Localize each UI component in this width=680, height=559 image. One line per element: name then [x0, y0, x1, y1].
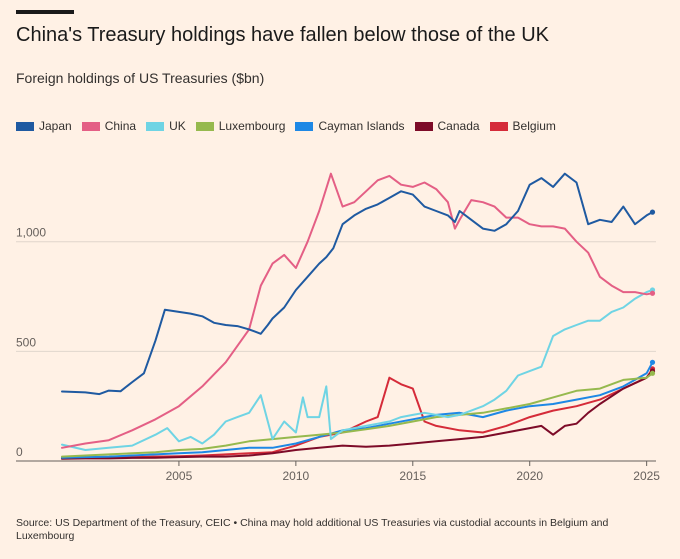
chart-subtitle: Foreign holdings of US Treasuries ($bn) — [16, 70, 265, 86]
x-tick-label: 2005 — [166, 469, 193, 480]
series-line-japan — [61, 172, 654, 396]
line-chart: 0 500 1,000 2005 2010 2015 2020 2025 — [16, 172, 660, 480]
chart-title: China's Treasury holdings have fallen be… — [16, 24, 550, 46]
chart-legend: Japan China UK Luxembourg Cayman Islands Cana… — [16, 118, 566, 134]
legend-label: Cayman Islands — [318, 119, 405, 133]
legend-label: Canada — [437, 119, 480, 133]
series-end-point-china — [649, 290, 656, 296]
series-end-point-cayman-islands — [649, 359, 656, 365]
source-note: Source: US Department of the Treasury, C… — [16, 517, 609, 542]
x-tick-label: 2015 — [399, 469, 426, 480]
series-line-uk — [61, 289, 654, 451]
series-end-point-luxembourg — [649, 370, 656, 376]
y-tick-label: 500 — [16, 335, 36, 349]
legend-item-canada: Canada — [414, 119, 480, 133]
legend-item-uk: UK — [146, 119, 186, 133]
legend-label: Luxembourg — [218, 119, 286, 133]
series-end-point-japan — [649, 209, 656, 215]
legend-item-cayman-islands: Cayman Islands — [295, 119, 405, 133]
legend-label: China — [104, 119, 137, 133]
legend-swatch — [295, 121, 314, 131]
legend-label: Japan — [39, 119, 72, 133]
header-rule — [16, 10, 74, 14]
legend-swatch — [16, 121, 34, 131]
legend-label: UK — [169, 119, 186, 133]
series-line-luxembourg — [61, 372, 654, 458]
legend-swatch — [81, 121, 100, 131]
legend-swatch — [414, 121, 433, 131]
legend-swatch — [195, 121, 214, 131]
legend-item-belgium: Belgium — [489, 119, 556, 133]
series-line-china — [61, 172, 654, 449]
series-line-canada — [61, 370, 654, 460]
x-tick-label: 2020 — [516, 469, 543, 480]
legend-item-china: China — [81, 119, 137, 133]
x-tick-label: 2025 — [633, 469, 660, 480]
legend-label: Belgium — [512, 119, 556, 133]
y-tick-label: 1,000 — [16, 226, 46, 240]
legend-swatch — [146, 121, 165, 131]
legend-swatch — [489, 121, 508, 131]
legend-item-japan: Japan — [16, 119, 72, 133]
y-tick-label: 0 — [16, 445, 23, 459]
series-line-belgium — [61, 367, 654, 459]
legend-item-luxembourg: Luxembourg — [195, 119, 286, 133]
x-tick-label: 2010 — [283, 469, 310, 480]
series-line-cayman-islands — [61, 361, 654, 459]
